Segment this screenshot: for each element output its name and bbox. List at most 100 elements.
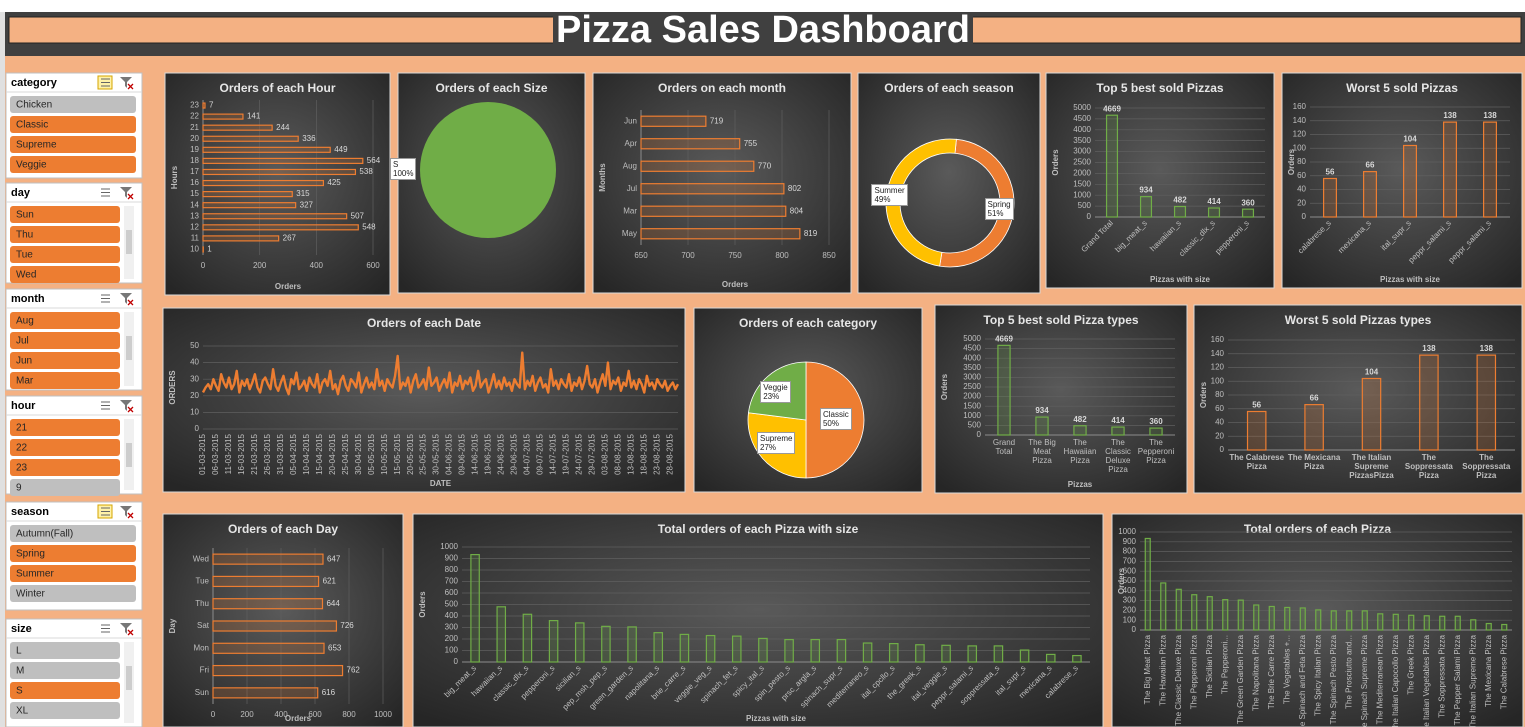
chart-title: Total orders of each Pizza	[1244, 522, 1391, 536]
slicer-item[interactable]	[10, 682, 120, 699]
scrollbar-thumb[interactable]	[126, 230, 132, 254]
slicer-item[interactable]	[10, 156, 136, 173]
slicer-item[interactable]	[10, 116, 136, 133]
y-axis-title: Orders	[1287, 148, 1296, 175]
x-tick-label: The Spicy Italian Pizza	[1313, 634, 1322, 715]
data-label: 56	[1252, 401, 1261, 410]
data-label: 644	[326, 599, 340, 608]
bar	[470, 553, 480, 663]
chart-title: Orders of each Size	[435, 81, 547, 95]
data-label: 770	[758, 161, 772, 170]
data-label: 315	[296, 189, 310, 198]
data-label: 4669	[995, 334, 1013, 343]
bar	[1035, 416, 1049, 436]
bar	[1241, 208, 1255, 218]
bar	[202, 157, 364, 164]
data-label: 244	[276, 123, 290, 132]
scrollbar-thumb[interactable]	[126, 666, 132, 690]
slicer-item[interactable]	[10, 419, 120, 436]
y-tick-label: 16	[190, 178, 199, 187]
x-axis-title: Orders	[285, 714, 312, 723]
x-tick-label: The Pepperoni...	[1220, 635, 1229, 694]
scrollbar-thumb[interactable]	[126, 443, 132, 467]
data-label: 653	[328, 643, 342, 652]
x-tick-label: 04-06-2015	[445, 433, 454, 474]
slicer-item-label: Supreme	[16, 140, 57, 151]
slicer-item[interactable]	[10, 266, 120, 283]
x-tick-label: 04-07-2015	[523, 433, 532, 474]
bar	[202, 146, 331, 153]
x-tick-label: 05-05-2015	[367, 433, 376, 474]
chart-panel	[1281, 72, 1523, 289]
data-label: 141	[247, 112, 261, 121]
x-tick-label: 05-04-2015	[289, 433, 298, 474]
x-tick-label: 09-06-2015	[458, 433, 467, 474]
slicer-item[interactable]	[10, 246, 120, 263]
y-tick-label: 4500	[1073, 114, 1091, 123]
y-tick-label: 80	[1215, 390, 1224, 399]
clear-filter-icon[interactable]	[120, 77, 132, 88]
scrollbar-thumb[interactable]	[126, 336, 132, 360]
slicer-item[interactable]	[10, 642, 120, 659]
x-tick-label: 600	[366, 261, 380, 270]
y-tick-label: 900	[445, 554, 459, 563]
slicer-item[interactable]	[10, 96, 136, 113]
bar	[1149, 427, 1163, 436]
slicer-item[interactable]	[10, 479, 120, 496]
slicer-item[interactable]	[10, 332, 120, 349]
clear-filter-icon[interactable]	[120, 187, 132, 198]
y-tick-label: Thu	[195, 599, 209, 608]
data-label: 267	[283, 234, 297, 243]
slicer-item[interactable]	[10, 226, 120, 243]
slicer-title: day	[11, 187, 31, 199]
x-tick-label: The Mediterranean Pizza	[1375, 634, 1384, 724]
slicer-item[interactable]	[10, 702, 120, 719]
y-tick-label: 1000	[1118, 527, 1136, 536]
bar	[1402, 144, 1417, 218]
y-tick-label: 1000	[963, 411, 981, 420]
data-label: 449	[334, 145, 348, 154]
y-tick-label: 500	[1078, 201, 1092, 210]
x-tick-label: 15-04-2015	[315, 433, 324, 474]
y-tick-label: 14	[190, 200, 199, 209]
y-tick-label: 0	[1087, 212, 1092, 221]
x-tick-label: The Sicilian Pizza	[1205, 634, 1214, 698]
clear-filter-icon[interactable]	[120, 400, 132, 411]
slicer-item-label: 21	[16, 423, 28, 434]
data-label: 66	[1366, 161, 1375, 170]
slicer-item[interactable]	[10, 352, 120, 369]
slicer-item[interactable]	[10, 459, 120, 476]
slicer-item[interactable]	[10, 372, 120, 389]
slicer-item[interactable]	[10, 545, 136, 562]
slicer-item[interactable]	[10, 136, 136, 153]
clear-filter-icon[interactable]	[120, 293, 132, 304]
slicer-item[interactable]	[10, 585, 136, 602]
x-tick-label: Grand Total	[992, 438, 1016, 456]
bar	[1482, 121, 1497, 218]
bar	[993, 645, 1004, 663]
y-tick-label: 500	[968, 421, 982, 430]
slicer-item[interactable]	[10, 662, 120, 679]
data-label: 138	[1480, 344, 1494, 353]
y-tick-label: Tue	[196, 577, 210, 586]
data-label: 482	[1073, 415, 1087, 424]
x-tick-label: 25-05-2015	[419, 433, 428, 474]
data-label-value: 49%	[874, 194, 891, 204]
slicer-item-label: Spring	[16, 549, 45, 560]
slicer-item[interactable]	[10, 565, 136, 582]
x-tick-label: 200	[253, 261, 267, 270]
slicer-item[interactable]	[10, 439, 120, 456]
clear-filter-icon[interactable]	[120, 506, 132, 517]
y-tick-label: 3500	[963, 363, 981, 372]
slicer-item[interactable]	[10, 206, 120, 223]
bar	[574, 622, 585, 663]
clear-filter-icon[interactable]	[120, 623, 132, 634]
x-tick-label: The Hawaiian Pizza	[1158, 634, 1167, 705]
slicer-item[interactable]	[10, 312, 120, 329]
slicer-item[interactable]	[10, 525, 136, 542]
bar	[1144, 537, 1151, 631]
x-tick-label: 14-07-2015	[549, 433, 558, 474]
data-label: 138	[1422, 344, 1436, 353]
chart-panel	[162, 307, 686, 493]
